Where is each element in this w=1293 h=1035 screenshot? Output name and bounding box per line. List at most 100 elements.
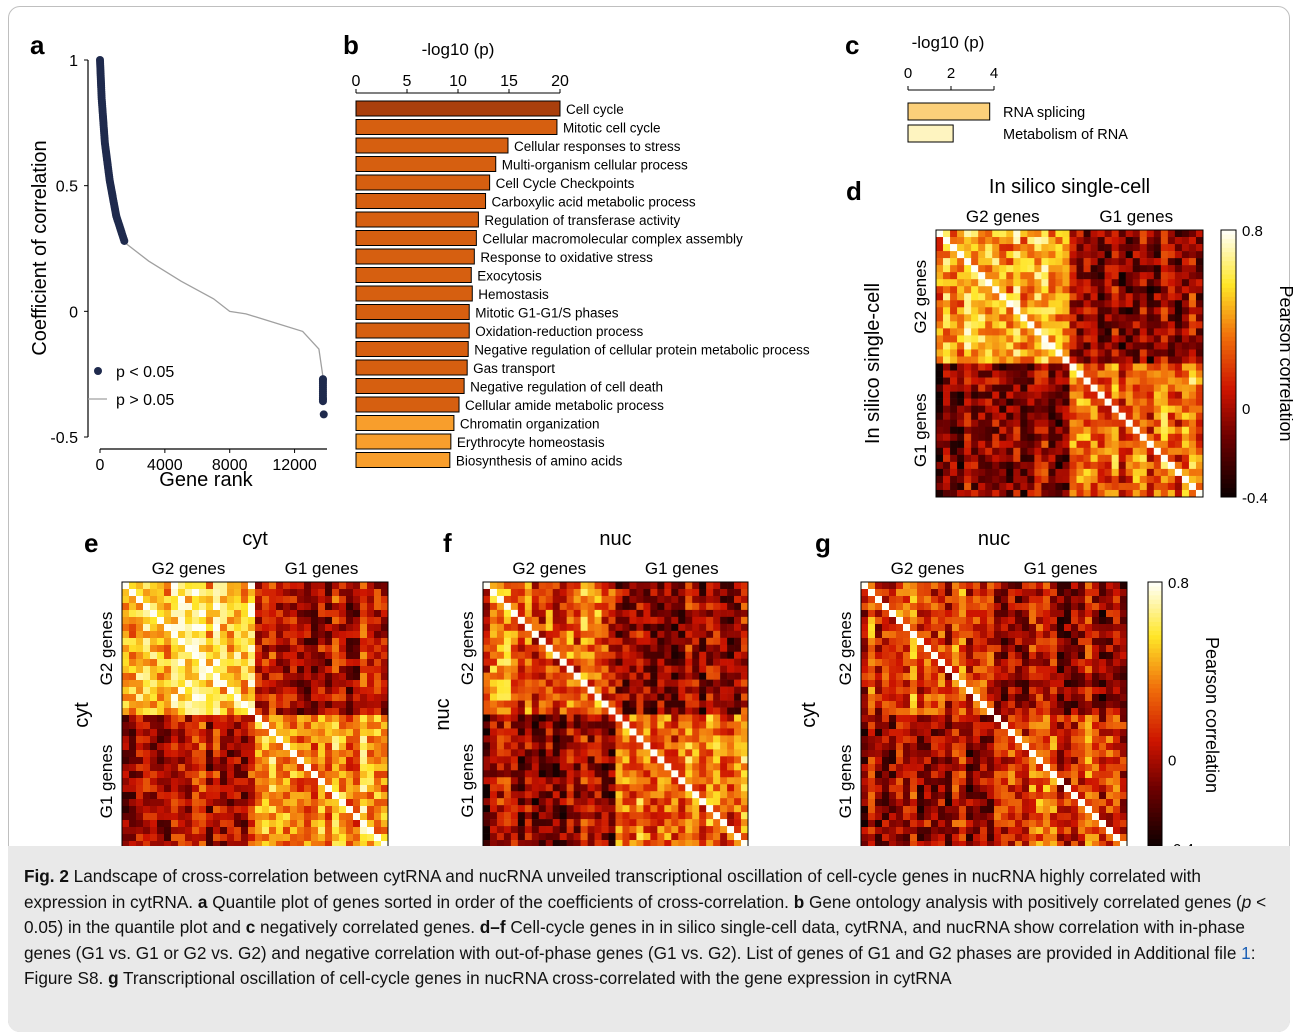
heatmap-cell [685,735,693,743]
heatmap-cell [706,770,714,778]
heatmap-cell [297,631,305,639]
y-axis-label: Coefficient of correlation [29,140,51,355]
heatmap-cell [1111,363,1119,371]
heatmap-cell [311,596,319,604]
heatmap-cell [992,286,1000,294]
heatmap-cell [1111,230,1119,238]
heatmap-cell [950,363,958,371]
heatmap-cell [1181,328,1190,336]
heatmap-cell [566,812,574,820]
heatmap-cell [1132,398,1141,406]
heatmap-cell [213,806,221,814]
heatmap-cell [1113,589,1121,597]
heatmap-cell [1090,251,1098,259]
heatmap-cell [157,736,165,744]
heatmap-cell [1083,335,1091,343]
heatmap-cell [269,785,277,793]
heatmap-cell [374,743,382,751]
heatmap-cell [531,623,540,632]
heatmap-cell [185,834,193,842]
heatmap-cell [706,686,714,694]
heatmap-cell [720,595,728,604]
heatmap-cell [636,609,644,618]
heatmap-cell [262,764,270,772]
heatmap-cell [1139,349,1148,357]
heatmap-cell [1069,405,1077,413]
heatmap-cell [580,651,588,660]
heatmap-cell [657,630,665,639]
heatmap-cell [150,666,158,674]
heatmap-cell [1013,412,1021,421]
heatmap-cell [136,743,144,751]
heatmap-cell [875,610,883,618]
heatmap-cell [889,631,897,639]
heatmap-cell [276,603,284,611]
heatmap-cell [1055,335,1063,343]
heatmap-cell [1055,440,1063,449]
heatmap-cell [966,631,974,639]
heatmap-cell [580,595,588,604]
heatmap-cell [1146,321,1155,329]
heatmap-cell [1097,398,1105,406]
heatmap-cell [699,679,707,687]
heatmap-cell [1167,475,1176,484]
heatmap-cell [868,631,876,639]
heatmap-cell [178,603,186,611]
heatmap-cell [213,715,221,723]
heatmap-cell [973,610,981,618]
heatmap-cell [269,757,277,765]
heatmap-cell [657,707,665,715]
heatmap-cell [1048,265,1056,273]
heatmap-cell [262,687,270,695]
heatmap-cell [241,666,249,674]
heatmap-cell [950,230,958,238]
heatmap-cell [987,645,995,653]
heatmap-cell [325,764,333,772]
heatmap-cell [1146,475,1155,484]
heatmap-cell [510,833,519,841]
heatmap-cell [545,623,554,632]
heatmap-cell [496,623,505,632]
heatmap-cell [552,798,561,806]
heatmap-cell [980,631,988,639]
heatmap-cell [566,693,574,701]
heatmap-cell [629,728,637,736]
heatmap-cell [720,777,728,785]
heatmap-cell [1034,244,1042,252]
heatmap-cell [248,841,256,846]
heatmap-cell [580,609,588,618]
heatmap-cell [524,826,533,834]
heatmap-cell [339,750,347,758]
heatmap-cell [220,743,228,751]
heatmap-cell [980,617,988,625]
heatmap-cell [650,735,658,743]
heatmap-cell [601,707,609,715]
heatmap-cell [332,666,340,674]
heatmap-cell [615,609,623,618]
heatmap-cell [311,806,319,814]
heatmap-cell [311,666,319,674]
heatmap-cell [734,798,742,806]
heatmap-cell [311,771,319,779]
heatmap-cell [720,840,728,846]
heatmap-cell [255,687,263,695]
heatmap-cell [227,715,235,723]
heatmap-cell [157,722,165,730]
heatmap-cell [1125,440,1134,449]
heatmap-cell [552,819,561,827]
legend-label: p < 0.05 [116,364,174,381]
heatmap-cell [1027,286,1035,294]
bar [355,322,470,339]
heatmap-cell [875,596,883,604]
heatmap-cell [503,644,512,653]
heatmap-cell [283,645,291,653]
heatmap-cell [552,763,561,771]
heatmap-cell [692,602,700,611]
heatmap-cell [1174,237,1183,245]
heatmap-cell [1111,405,1119,413]
heatmap-cell [1062,412,1070,421]
heatmap-cell [129,708,137,716]
heatmap-cell [1029,610,1037,618]
heatmap-cell [276,645,284,653]
heatmap-cell [692,777,700,785]
